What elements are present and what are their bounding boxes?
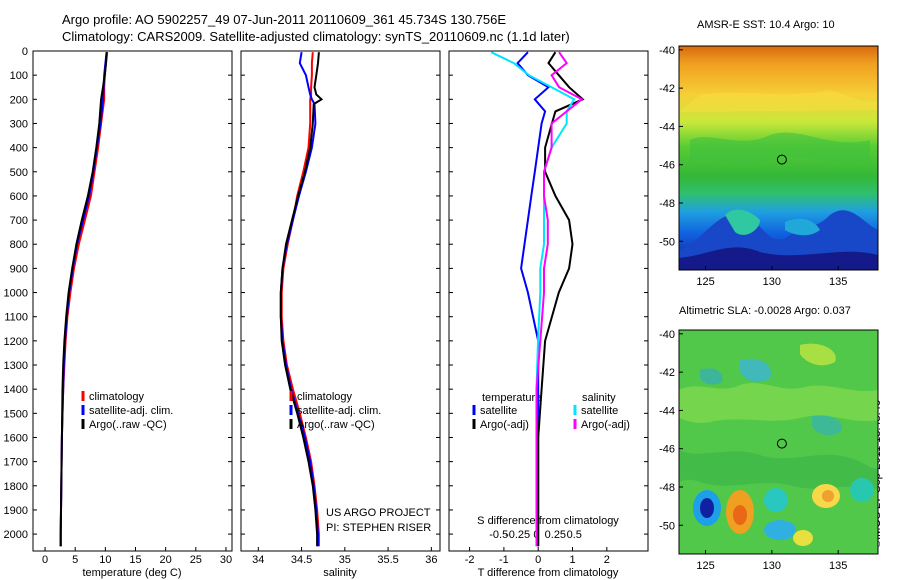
salinity-axes [240,50,441,552]
depth-tick-label: 1200 [4,336,28,348]
x-tick-label: 5 [72,554,78,566]
x-tick-label: 0 [42,554,48,566]
x-tick-label: 35.5 [377,554,398,566]
depth-tick-label: 400 [10,143,28,155]
difference-xlabel: T difference from climatology [478,567,619,579]
legend-label-argo-raw-qc: Argo(..raw -QC) [89,419,167,431]
depth-tick-label: 100 [10,70,28,82]
map-x-tick-label: 135 [829,560,847,572]
map-y-tick-label: -48 [659,482,675,494]
sst-map-frame [678,45,879,271]
argo-location-marker [776,438,787,449]
depth-tick-label: 1400 [4,384,28,396]
series-line-s-argo-adj [535,51,584,547]
sst-map-image [679,46,878,270]
depth-tick-label: 1500 [4,408,28,420]
map-x-tick-label: 125 [696,276,714,288]
project-text-line2: PI: STEPHEN RISER [326,522,431,534]
legend-label-climatology: climatology [89,391,145,403]
depth-tick-label: 1800 [4,481,28,493]
figure-title-line1: Argo profile: AO 5902257_49 07-Jun-2011 … [62,12,507,27]
x-tick-label: 10 [99,554,111,566]
depth-tick-label: 200 [10,94,28,106]
series-line-argo-raw-qc [279,52,324,547]
legend-label-argo-raw-qc: Argo(..raw -QC) [297,419,375,431]
series-line-argo-raw-qc [59,52,108,547]
x-tick-label: 1 [569,554,575,566]
legend-label-argo-adj: Argo(-adj) [581,419,630,431]
depth-tick-label: 1300 [4,360,28,372]
depth-tick-label: 1000 [4,288,28,300]
map-y-tick-label: -46 [659,444,675,456]
map-y-tick-label: -40 [659,329,675,341]
legend-label-climatology: climatology [297,391,353,403]
difference-axes [448,50,649,552]
map-y-tick-label: -50 [659,236,675,248]
x-tick-label: 15 [129,554,141,566]
map-y-tick-label: -42 [659,367,675,379]
sla-map-title: Altimetric SLA: -0.0028 Argo: 0.037 [679,305,851,317]
sst-map-title: AMSR-E SST: 10.4 Argo: 10 [697,19,835,31]
legend-title-temperature: temperature [482,392,541,404]
map-y-tick-label: -46 [659,160,675,172]
figure-title-line2: Climatology: CARS2009. Satellite-adjuste… [62,29,570,44]
x-tick-label: 2 [604,554,610,566]
legend-label-satellite-adj-clim: satellite-adj. clim. [89,405,173,417]
x-tick-label: 0 [535,554,541,566]
depth-tick-label: 300 [10,118,28,130]
map-x-tick-label: 130 [763,560,781,572]
salinity-xlabel: salinity [323,567,357,579]
x-tick-top-label: 0.25 [545,529,566,541]
depth-tick-label: 700 [10,215,28,227]
depth-tick-label: 1100 [4,312,28,324]
depth-tick-label: 500 [10,167,28,179]
map-y-tick-label: -44 [659,405,675,417]
map-y-tick-label: -42 [659,83,675,95]
x-tick-label: 36 [425,554,437,566]
depth-tick-label: 0 [22,46,28,58]
depth-tick-label: 600 [10,191,28,203]
series-line-t-argo-adj [537,51,585,547]
x-tick-top-label: 0.5 [567,529,582,541]
difference-xlabel-top: S difference from climatology [477,515,619,527]
x-tick-top-label: -0.25 [505,529,530,541]
map-y-tick-label: -48 [659,198,675,210]
depth-tick-label: 1600 [4,432,28,444]
depth-tick-label: 1700 [4,457,28,469]
sla-map-frame [678,329,879,555]
sla-map-image [679,330,878,554]
x-tick-top-label: -0.5 [489,529,508,541]
x-tick-label: 30 [220,554,232,566]
depth-tick-label: 1900 [4,505,28,517]
map-x-tick-label: 125 [696,560,714,572]
legend-title-salinity: salinity [582,392,616,404]
temperature-xlabel: temperature (deg C) [82,567,181,579]
temperature-axes [32,50,233,552]
argo-location-marker [776,154,787,165]
x-tick-label: 20 [160,554,172,566]
x-tick-label: -2 [465,554,475,566]
map-x-tick-label: 135 [829,276,847,288]
x-tick-label: -1 [499,554,509,566]
map-x-tick-label: 130 [763,276,781,288]
legend-label-satellite-adj-clim: satellite-adj. clim. [297,405,381,417]
x-tick-label: 34.5 [291,554,312,566]
depth-tick-label: 2000 [4,529,28,541]
legend-label-argo-adj: Argo(-adj) [480,419,529,431]
depth-tick-label: 800 [10,239,28,251]
map-y-tick-label: -40 [659,45,675,57]
legend-label-satellite: satellite [480,405,517,417]
depth-tick-label: 900 [10,263,28,275]
legend-label-satellite: satellite [581,405,618,417]
x-tick-label: 35 [339,554,351,566]
map-y-tick-label: -44 [659,121,675,133]
x-tick-label: 25 [190,554,202,566]
x-tick-label: 34 [252,554,264,566]
project-text-line1: US ARGO PROJECT [326,507,431,519]
map-y-tick-label: -50 [659,520,675,532]
